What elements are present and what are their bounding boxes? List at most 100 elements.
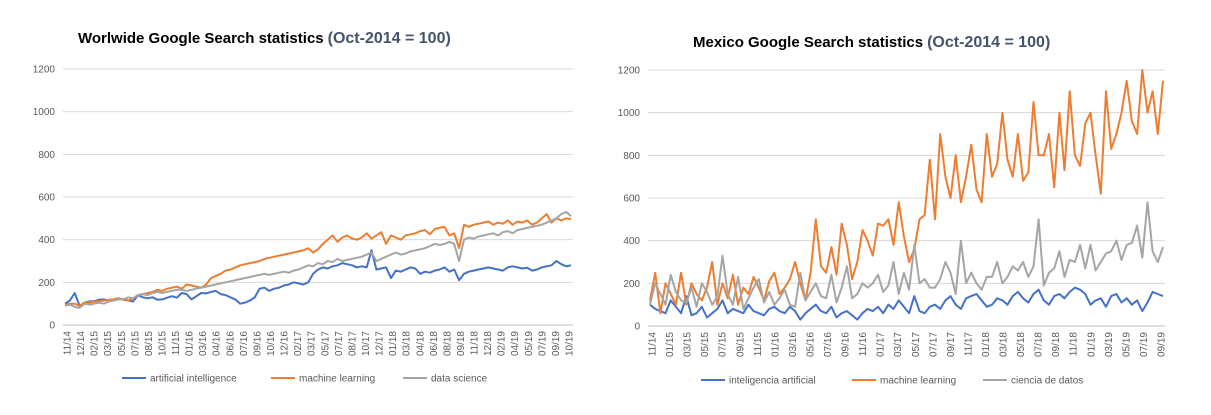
x-tick-label: 04/19 (510, 331, 521, 356)
x-tick-label: 01/16 (770, 332, 781, 357)
x-tick-label: 03/16 (788, 332, 799, 357)
x-tick-label: 04/16 (212, 331, 223, 356)
legend-label: data science (431, 374, 488, 385)
x-tick-label: 10/19 (565, 331, 576, 356)
x-tick-label: 07/15 (718, 332, 729, 357)
title-subtitle: (Oct-2014 = 100) (327, 30, 451, 47)
x-tick-label: 03/18 (402, 331, 413, 356)
chart-title-worldwide: Worlwide Google Search statistics (Oct-20… (78, 30, 451, 48)
legend-label: machine learning (299, 374, 375, 385)
series-line-ciencia-de-datos (649, 201, 1164, 310)
series-line-artificial-intelligence (64, 249, 572, 307)
x-tick-label: 11/18 (470, 331, 481, 356)
x-tick-label: 12/14 (76, 331, 87, 356)
x-tick-label: 07/18 (1034, 332, 1045, 357)
x-tick-label: 08/17 (347, 331, 358, 356)
title-subtitle: (Oct-2014 = 100) (927, 34, 1051, 51)
x-tick-label: 11/15 (171, 331, 182, 356)
x-tick-label: 08/15 (144, 331, 155, 356)
y-tick-label: 1000 (33, 107, 56, 118)
y-tick-label: 600 (38, 193, 55, 204)
x-tick-label: 11/18 (1069, 332, 1080, 357)
x-tick-label: 03/15 (683, 332, 694, 357)
x-tick-label: 02/17 (293, 331, 304, 356)
x-tick-label: 03/15 (103, 331, 114, 356)
y-tick-label: 1200 (33, 65, 56, 76)
x-tick-label: 07/16 (823, 332, 834, 357)
x-tick-label: 02/15 (90, 331, 101, 356)
x-tick-label: 10/16 (266, 331, 277, 356)
y-tick-label: 1000 (618, 108, 641, 119)
title-text: Worlwide Google Search statistics (78, 30, 324, 47)
x-tick-label: 09/18 (456, 331, 467, 356)
x-tick-label: 10/15 (157, 331, 168, 356)
x-tick-label: 03/19 (1104, 332, 1115, 357)
x-tick-label: 03/17 (307, 331, 318, 356)
legend-label: machine learning (880, 376, 956, 387)
x-tick-label: 06/18 (429, 331, 440, 356)
title-text: Mexico Google Search statistics (693, 34, 924, 51)
x-tick-label: 07/16 (239, 331, 250, 356)
x-tick-label: 09/16 (252, 331, 263, 356)
legend-label: artificial intelligence (150, 374, 237, 385)
x-tick-label: 07/19 (1139, 332, 1150, 357)
x-tick-label: 06/16 (225, 331, 236, 356)
x-tick-label: 12/18 (483, 331, 494, 356)
y-tick-label: 1200 (618, 66, 641, 77)
x-tick-label: 01/17 (876, 332, 887, 357)
x-tick-label: 07/17 (928, 332, 939, 357)
x-tick-label: 05/17 (911, 332, 922, 357)
legend-label: ciencia de datos (1011, 376, 1083, 387)
y-tick-label: 0 (49, 321, 55, 332)
y-tick-label: 0 (634, 322, 640, 333)
legend-label: inteligencia artificial (729, 376, 816, 387)
x-tick-label: 11/14 (63, 331, 74, 356)
series-line-machine-learning (649, 69, 1164, 315)
x-tick-label: 12/17 (375, 331, 386, 356)
series-line-inteligencia-artificial (649, 286, 1164, 321)
x-tick-label: 11/14 (648, 332, 659, 357)
x-tick-label: 11/16 (858, 332, 869, 357)
x-tick-label: 07/15 (130, 331, 141, 356)
x-tick-label: 01/18 (388, 331, 399, 356)
x-tick-label: 09/19 (1157, 332, 1168, 357)
x-tick-label: 05/15 (117, 331, 128, 356)
x-tick-label: 01/19 (1086, 332, 1097, 357)
series-line-data-science (64, 210, 572, 309)
x-tick-label: 10/17 (361, 331, 372, 356)
series-line-machine-learning (64, 213, 572, 307)
x-tick-label: 12/16 (280, 331, 291, 356)
x-tick-label: 05/18 (1016, 332, 1027, 357)
y-tick-label: 400 (623, 236, 640, 247)
y-tick-label: 600 (623, 194, 640, 205)
y-tick-label: 400 (38, 235, 55, 246)
x-tick-label: 09/19 (551, 331, 562, 356)
x-tick-label: 07/17 (334, 331, 345, 356)
chart-title-mexico: Mexico Google Search statistics (Oct-2014… (693, 34, 1050, 52)
x-tick-label: 05/15 (700, 332, 711, 357)
x-tick-label: 03/17 (893, 332, 904, 357)
x-tick-label: 05/19 (1121, 332, 1132, 357)
x-tick-label: 03/18 (999, 332, 1010, 357)
x-tick-label: 02/19 (497, 331, 508, 356)
y-tick-label: 200 (623, 279, 640, 290)
y-tick-label: 800 (38, 150, 55, 161)
x-tick-label: 05/19 (524, 331, 535, 356)
x-tick-label: 04/18 (415, 331, 426, 356)
x-tick-label: 09/18 (1051, 332, 1062, 357)
x-tick-label: 05/17 (320, 331, 331, 356)
x-tick-label: 01/18 (981, 332, 992, 357)
x-tick-label: 01/15 (665, 332, 676, 357)
x-tick-label: 09/17 (946, 332, 957, 357)
y-tick-label: 800 (623, 151, 640, 162)
x-tick-label: 11/15 (753, 332, 764, 357)
x-tick-label: 09/15 (735, 332, 746, 357)
x-tick-label: 03/16 (198, 331, 209, 356)
y-tick-label: 200 (38, 278, 55, 289)
x-tick-label: 09/16 (841, 332, 852, 357)
x-tick-label: 11/17 (963, 332, 974, 357)
x-tick-label: 05/16 (805, 332, 816, 357)
x-tick-label: 07/19 (537, 331, 548, 356)
